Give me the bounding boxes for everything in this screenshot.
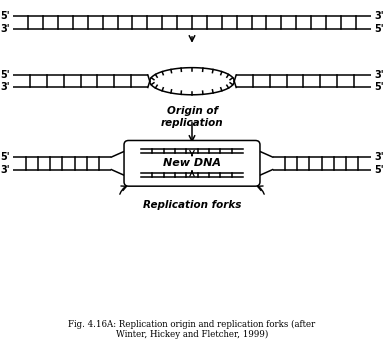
Text: 5': 5' [0,70,10,80]
Text: Origin of
replication: Origin of replication [161,106,223,128]
Text: 5': 5' [0,11,10,21]
Text: 3': 3' [0,82,10,92]
FancyBboxPatch shape [124,140,260,186]
Text: 5': 5' [374,165,384,175]
Text: 3': 3' [0,24,10,34]
Text: 5': 5' [374,24,384,34]
Text: New DNA: New DNA [163,158,221,169]
Text: 3': 3' [374,70,384,80]
Text: 3': 3' [374,11,384,21]
Text: 3': 3' [374,152,384,162]
Text: Fig. 4.16A: Replication origin and replication forks (after
Winter, Hickey and F: Fig. 4.16A: Replication origin and repli… [68,320,316,339]
Text: 5': 5' [0,152,10,162]
Text: Replication forks: Replication forks [143,200,241,210]
Text: 3': 3' [0,165,10,175]
Text: 5': 5' [374,82,384,92]
